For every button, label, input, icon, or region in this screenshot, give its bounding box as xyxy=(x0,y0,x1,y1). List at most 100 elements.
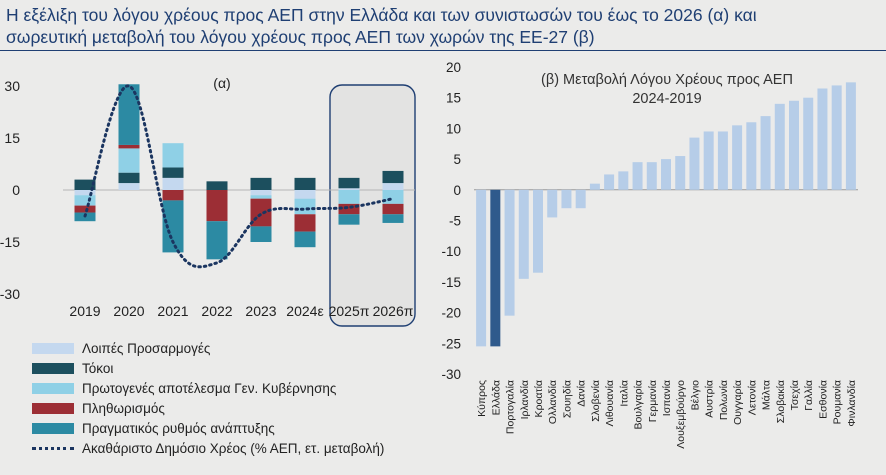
legend-swatch-primary xyxy=(32,382,74,394)
legend-swatch-debt-line xyxy=(32,446,74,450)
x-tick-label-b: Ιταλία xyxy=(618,380,630,407)
bar-b xyxy=(703,131,714,190)
x-tick-label-b: Μάλτα xyxy=(761,380,773,410)
bar-b xyxy=(689,137,700,190)
x-tick-label-b: Γερμανία xyxy=(647,380,659,422)
chart-b-title-line-2: 2024-2019 xyxy=(632,91,701,107)
y-tick-label-a: -30 xyxy=(0,286,20,302)
x-tick-label-b: Φινλανδία xyxy=(846,380,858,427)
bar-segment-other xyxy=(294,190,316,199)
bar-segment-inflation xyxy=(74,205,96,213)
legend-label-inflation: Πληθωρισμός xyxy=(82,400,165,416)
bar-segment-inflation xyxy=(294,214,316,232)
x-tick-label-b: Ρουμανία xyxy=(832,380,844,424)
bar-b xyxy=(774,103,785,190)
x-tick-label-b: Δανία xyxy=(576,380,588,407)
bar-segment-other xyxy=(162,177,184,190)
bar-b xyxy=(803,97,814,190)
x-tick-label-b: Λουξεμβούργο xyxy=(675,380,687,449)
chart-title: Η εξέλιξη του λόγου χρέους προς ΑΕΠ στην… xyxy=(6,4,876,48)
bar-segment-interest xyxy=(382,170,404,184)
y-tick-label-b: -20 xyxy=(441,306,461,321)
legend-label-interest: Τόκοι xyxy=(82,360,114,376)
legend-swatch-inflation xyxy=(32,402,74,414)
x-tick-label-b: Σουηδία xyxy=(561,380,573,418)
title-line-1: Η εξέλιξη του λόγου χρέους προς ΑΕΠ στην… xyxy=(6,5,757,25)
bar-b xyxy=(490,189,501,347)
x-tick-label-a: 2020 xyxy=(113,303,144,319)
bar-b xyxy=(646,162,657,190)
legend-a: Λοιπές Προσαρμογές Τόκοι Πρωτογενές αποτ… xyxy=(32,338,384,458)
y-tick-label-b: -30 xyxy=(441,367,461,382)
x-tick-label-a: 2026π xyxy=(373,303,414,319)
bar-segment-interest xyxy=(338,177,360,189)
y-tick-label-b: 5 xyxy=(453,152,461,167)
y-tick-label-a: 15 xyxy=(4,130,20,146)
legend-item-debt-line: Ακαθάριστο Δημόσιο Χρέος (% ΑΕΠ, ετ. μετ… xyxy=(32,438,384,458)
bar-b xyxy=(746,122,757,190)
x-tick-label-b: Λετονία xyxy=(746,380,758,415)
bar-segment-primary xyxy=(382,190,404,204)
y-tick-label-b: 15 xyxy=(446,91,461,106)
y-tick-label-b: 20 xyxy=(446,60,461,75)
x-tick-label-a: 2021 xyxy=(157,303,188,319)
legend-swatch-interest xyxy=(32,362,74,374)
bar-b xyxy=(575,189,586,209)
x-tick-label-b: Σλοβενία xyxy=(590,380,602,422)
chart-b-title-line-1: (β) Μεταβολή Λόγου Χρέους προς ΑΕΠ xyxy=(541,72,793,88)
x-tick-label-b: Λιθουανία xyxy=(604,380,616,427)
bar-segment-inflation xyxy=(338,203,360,215)
x-tick-label-b: Ολλανδία xyxy=(547,380,559,424)
y-tick-label-b: -5 xyxy=(449,214,461,229)
bar-b xyxy=(604,174,615,190)
x-tick-label-a: 2022 xyxy=(201,303,232,319)
legend-label-primary: Πρωτογενές αποτέλεσμα Γεν. Κυβέρνησης xyxy=(82,380,337,396)
bar-segment-growth xyxy=(338,214,360,225)
highlight-box xyxy=(329,84,416,327)
bar-b xyxy=(632,162,643,190)
x-tick-label-b: Ισπανία xyxy=(661,380,673,416)
y-tick-label-b: -15 xyxy=(441,275,461,290)
x-tick-label-b: Ιρλανδία xyxy=(519,380,531,419)
x-tick-label-b: Αυστρία xyxy=(704,380,716,418)
y-tick-label-b: -10 xyxy=(441,244,461,259)
bar-b xyxy=(533,189,543,273)
bar-segment-growth xyxy=(118,84,140,145)
bar-segment-primary xyxy=(118,148,140,173)
x-tick-label-a: 2025π xyxy=(329,303,370,319)
x-tick-label-b: Βέλγιο xyxy=(689,380,701,411)
bar-b xyxy=(760,116,771,190)
legend-swatch-other xyxy=(32,342,74,354)
bar-segment-primary xyxy=(338,190,360,204)
bar-b xyxy=(789,100,799,190)
x-tick-label-b: Σλοβακία xyxy=(775,380,787,423)
bar-b xyxy=(831,85,842,190)
legend-label-growth: Πραγματικός ρυθμός ανάπτυξης xyxy=(82,420,275,436)
bar-segment-growth xyxy=(206,221,228,260)
x-tick-label-b: Εσθονία xyxy=(817,380,829,419)
chart-a: 30 15 0 -15 -30 2019 2020 2021 2022 2023 2024ε 2025… xyxy=(0,75,416,327)
bar-segment-interest xyxy=(118,172,140,184)
x-tick-label-b: Ουγγαρία xyxy=(732,380,744,425)
bar-b xyxy=(518,189,529,279)
bar-segment-interest xyxy=(294,177,316,190)
legend-item-primary: Πρωτογενές αποτέλεσμα Γεν. Κυβέρνησης xyxy=(32,378,384,398)
bar-segment-interest xyxy=(74,179,96,190)
x-tick-label-b: Τσεχία xyxy=(789,380,801,410)
x-tick-label-b: Βουλγαρία xyxy=(633,380,645,430)
x-tick-label-a: 2023 xyxy=(245,303,276,319)
bar-segment-primary xyxy=(74,195,96,206)
bar-b xyxy=(661,159,671,190)
bar-segment-other xyxy=(250,190,272,196)
bar-segment-growth xyxy=(250,226,272,242)
bar-b xyxy=(845,82,856,190)
bar-segment-other xyxy=(74,190,96,196)
chart-b: 20 15 10 5 0 -5 -10 -15 -20 -25 -30 Κύπρος Ελλάδα Πορ… xyxy=(441,60,858,449)
x-tick-label-b: Ελλάδα xyxy=(490,380,502,415)
x-tick-label-b: Κροατία xyxy=(533,380,545,417)
bar-b xyxy=(675,156,686,190)
bar-b xyxy=(732,125,743,190)
legend-item-inflation: Πληθωρισμός xyxy=(32,398,384,418)
bar-segment-primary xyxy=(250,195,272,199)
